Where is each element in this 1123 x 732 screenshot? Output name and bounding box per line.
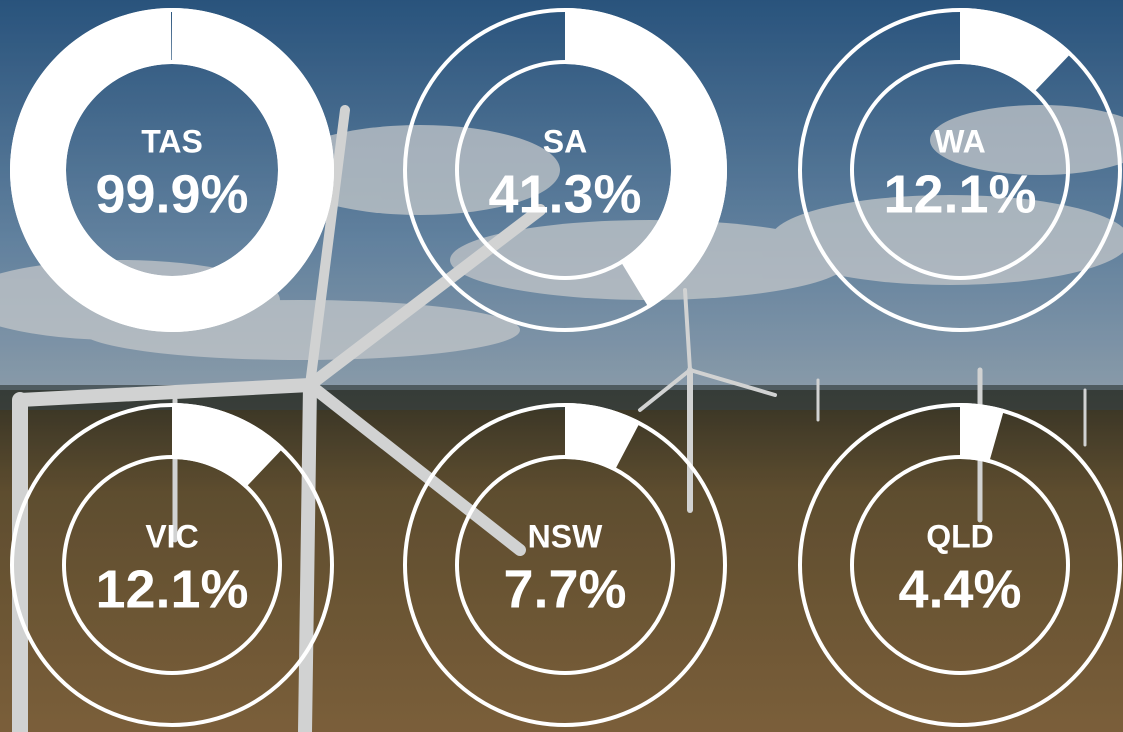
value-label: 12.1% <box>883 164 1036 224</box>
category-label: QLD <box>926 518 994 554</box>
segment <box>565 8 727 309</box>
value-label: 7.7% <box>503 559 626 619</box>
value-label: 4.4% <box>898 559 1021 619</box>
segment <box>10 8 335 332</box>
category-label: TAS <box>141 123 203 159</box>
category-label: SA <box>543 123 587 159</box>
value-label: 99.9% <box>95 164 248 224</box>
category-label: NSW <box>528 518 603 554</box>
segment <box>172 403 284 489</box>
segment <box>960 8 1072 94</box>
turbines <box>12 105 1087 732</box>
segment <box>565 403 641 472</box>
value-label: 41.3% <box>488 164 641 224</box>
category-label: WA <box>934 123 986 159</box>
category-label: VIC <box>145 518 198 554</box>
value-label: 12.1% <box>95 559 248 619</box>
segment <box>960 403 1005 464</box>
